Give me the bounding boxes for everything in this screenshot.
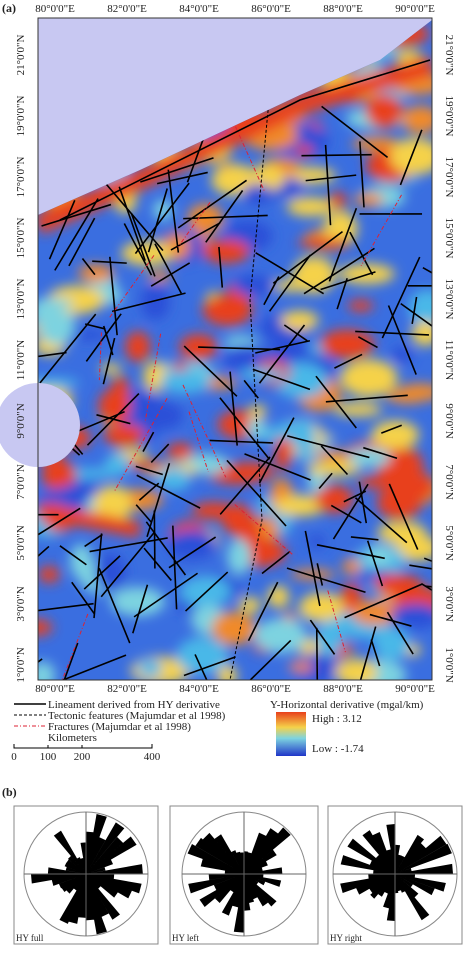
heat-blob (348, 300, 373, 312)
lineament (317, 628, 318, 692)
panel-label: (a) (2, 1, 16, 15)
scale-label: 200 (74, 751, 91, 763)
lat-label-left: 11°0'0"N (15, 340, 27, 380)
lat-label-right: 1°0'0"N (443, 647, 455, 682)
lon-label-top: 90°0'0"E (395, 3, 435, 15)
heat-blob (39, 308, 75, 345)
lat-label-left: 1°0'0"N (15, 647, 27, 682)
lat-label-left: 17°0'0"N (15, 157, 27, 198)
heat-blob (180, 339, 201, 351)
heat-blob (365, 94, 403, 128)
heat-blob (374, 627, 410, 660)
heat-blob (333, 403, 382, 417)
lat-label-right: 9°0'0"N (443, 403, 455, 438)
heat-blob (239, 597, 261, 614)
lat-label-right: 17°0'0"N (443, 157, 455, 198)
heat-blob (372, 421, 419, 450)
heat-blob (138, 660, 163, 677)
heat-blob (354, 193, 383, 206)
heat-blob (289, 662, 314, 672)
lat-label-left: 15°0'0"N (15, 218, 27, 259)
lon-label-bottom: 84°0'0"E (179, 683, 219, 695)
lat-label-left: 21°0'0"N (15, 35, 27, 76)
heat-blob (232, 275, 274, 296)
scale-label: 400 (144, 751, 161, 763)
lat-label-left: 9°0'0"N (15, 403, 27, 438)
heat-blob (104, 424, 145, 446)
lon-label-top: 80°0'0"E (35, 3, 75, 15)
lon-label-top: 84°0'0"E (179, 3, 219, 15)
rose-label: HY full (16, 933, 44, 943)
heat-blob (391, 604, 441, 628)
heat-blob (202, 240, 250, 264)
heat-blob (299, 593, 344, 622)
heat-blob (242, 184, 272, 204)
heat-blob (101, 363, 121, 374)
lat-label-right: 7°0'0"N (443, 464, 455, 499)
colorbar-low: Low : -1.74 (312, 743, 364, 755)
rose-label: HY left (172, 933, 199, 943)
lat-label-right: 13°0'0"N (443, 279, 455, 320)
scale-title: Kilometers (48, 732, 97, 744)
heat-blob (373, 574, 421, 593)
heat-blob (401, 106, 440, 134)
lon-label-bottom: 90°0'0"E (395, 683, 435, 695)
heat-blob (254, 618, 307, 653)
lon-label-bottom: 86°0'0"E (251, 683, 291, 695)
heat-blob (141, 284, 170, 320)
lon-label-bottom: 80°0'0"E (35, 683, 75, 695)
heat-blob (268, 341, 308, 363)
panel-label: (b) (2, 785, 17, 799)
lat-label-right: 21°0'0"N (443, 35, 455, 76)
heat-blob (343, 558, 361, 574)
heat-blob (167, 443, 194, 460)
heat-blob (335, 659, 378, 686)
rose-label: HY right (330, 933, 362, 943)
heat-blob (227, 539, 251, 574)
lat-label-left: 13°0'0"N (15, 279, 27, 320)
lon-label-top: 86°0'0"E (251, 3, 291, 15)
heat-blob (348, 448, 391, 467)
lon-label-bottom: 88°0'0"E (323, 683, 363, 695)
heat-blob (125, 331, 150, 362)
heat-blob (78, 264, 114, 282)
scale-label: 100 (40, 751, 57, 763)
heat-blob (33, 298, 75, 308)
lat-label-right: 15°0'0"N (443, 218, 455, 259)
scale-label: 0 (11, 751, 17, 763)
heat-blob (104, 453, 131, 476)
colorbar-high: High : 3.12 (312, 713, 362, 725)
lat-label-right: 19°0'0"N (443, 96, 455, 137)
lat-label-left: 19°0'0"N (15, 96, 27, 137)
heat-blob (307, 461, 361, 476)
heat-blob (287, 197, 334, 216)
lon-label-bottom: 82°0'0"E (107, 683, 147, 695)
colorbar-title: Y-Horizontal derivative (mgal/km) (270, 699, 424, 711)
heat-blob (316, 620, 343, 657)
heat-blob (340, 359, 398, 396)
legend: Lineament derived from HY derivative Tec… (11, 699, 423, 763)
heat-blob (203, 295, 253, 326)
heat-blob (39, 566, 60, 583)
heat-blob (250, 405, 266, 419)
lat-label-right: 5°0'0"N (443, 525, 455, 560)
lon-label-top: 82°0'0"E (107, 3, 147, 15)
lat-label-right: 11°0'0"N (443, 340, 455, 380)
lat-label-left: 7°0'0"N (15, 464, 27, 499)
lat-label-left: 5°0'0"N (15, 525, 27, 560)
scale-bar (14, 744, 152, 748)
lat-label-left: 3°0'0"N (15, 586, 27, 621)
lat-label-right: 3°0'0"N (443, 586, 455, 621)
colorbar (276, 712, 306, 756)
heat-blob (160, 370, 211, 394)
lon-label-top: 88°0'0"E (323, 3, 363, 15)
heat-blob (320, 329, 374, 358)
lineament (301, 155, 371, 156)
heat-blob (385, 470, 434, 503)
